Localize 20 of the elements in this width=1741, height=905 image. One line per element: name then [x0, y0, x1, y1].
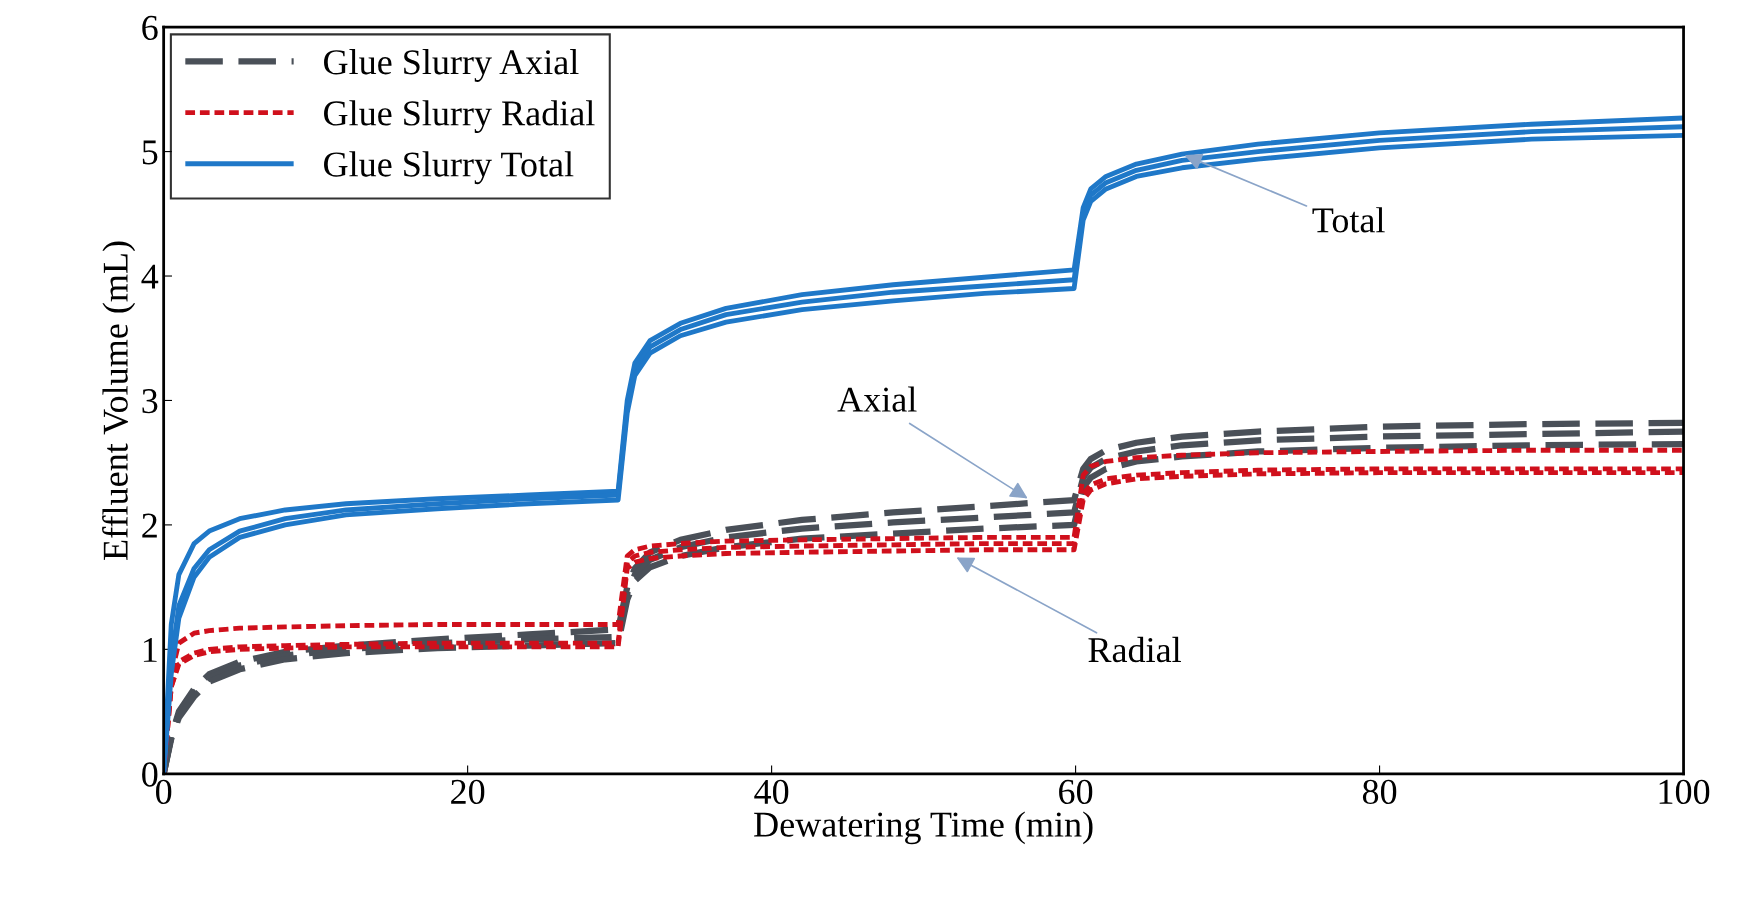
y-tick-label: 3	[142, 389, 158, 414]
y-axis-title: Effluent Volume (mL)	[102, 241, 136, 560]
x-tick-label: 60	[1059, 779, 1093, 805]
legend-label: Glue Slurry Total	[324, 151, 574, 185]
x-tick-label: 40	[754, 779, 789, 805]
x-tick-label: 80	[1362, 779, 1397, 805]
legend-label: Glue Slurry Axial	[324, 49, 579, 82]
y-tick-label: 1	[143, 638, 157, 662]
legend-label: Glue Slurry Radial	[324, 100, 595, 134]
annotation: Total	[1312, 207, 1385, 233]
y-tick-label: 4	[141, 264, 159, 289]
x-tick-label: 100	[1659, 779, 1710, 805]
annotation: Radial	[1088, 636, 1181, 663]
x-axis-title: Dewatering Time (min)	[754, 811, 1093, 845]
y-tick-label: 0	[142, 762, 158, 787]
y-tick-label: 6	[142, 15, 158, 41]
x-tick-label: 20	[451, 779, 485, 805]
y-tick-label: 2	[142, 513, 157, 538]
annotation: Axial	[837, 386, 917, 412]
y-tick-label: 5	[142, 140, 158, 165]
